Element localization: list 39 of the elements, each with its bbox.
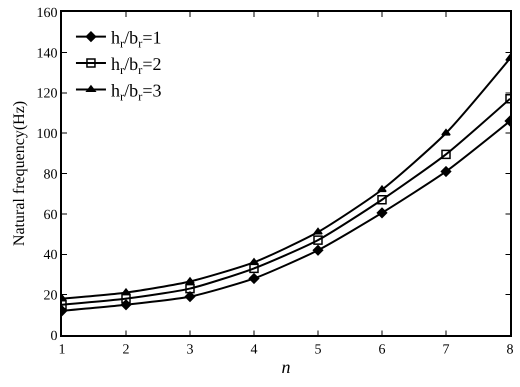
x-tick-label: 7 (442, 342, 450, 358)
point (249, 258, 259, 265)
y-tick-label: 80 (43, 167, 58, 182)
point (185, 277, 195, 284)
y-tick-label: 120 (36, 86, 58, 102)
legend-label: h$_{r}$/b$_{r}$=3 (110, 80, 162, 104)
point (377, 185, 387, 192)
legend-label: h$_{r}$/b$_{r}$=1 (110, 28, 162, 50)
point (376, 208, 388, 218)
point (121, 288, 131, 296)
x-tick-label: 3 (186, 342, 194, 358)
y-axis-title: Natural frequency(Hz) (10, 100, 28, 246)
x-tick-label: 4 (250, 342, 258, 358)
y-tick-label: 0 (50, 328, 58, 344)
y-tick-label: 100 (36, 127, 58, 142)
point (377, 194, 387, 204)
x-tick-label: 8 (506, 342, 514, 358)
y-tick-label: 160 (36, 6, 58, 21)
point (249, 264, 259, 274)
x-tick-label: 1 (58, 342, 66, 358)
point (312, 244, 324, 256)
point (440, 166, 452, 177)
x-tick-label: 2 (122, 342, 130, 358)
x-tick-label: 5 (314, 342, 322, 358)
x-tick-label: 6 (378, 342, 386, 358)
y-tick-label: 20 (43, 288, 58, 304)
x-axis-title: n (282, 357, 290, 378)
point (121, 294, 131, 304)
point (248, 273, 260, 284)
y-tick-label: 140 (36, 46, 58, 62)
point (441, 150, 451, 160)
point (185, 284, 195, 294)
point (313, 228, 323, 235)
y-tick-label: 40 (43, 248, 58, 264)
point (313, 235, 323, 245)
point (184, 291, 196, 302)
point (441, 128, 451, 136)
legend-label: h$_{r}$/b$_{r}$=2 (110, 54, 162, 77)
y-tick-label: 60 (43, 208, 58, 223)
